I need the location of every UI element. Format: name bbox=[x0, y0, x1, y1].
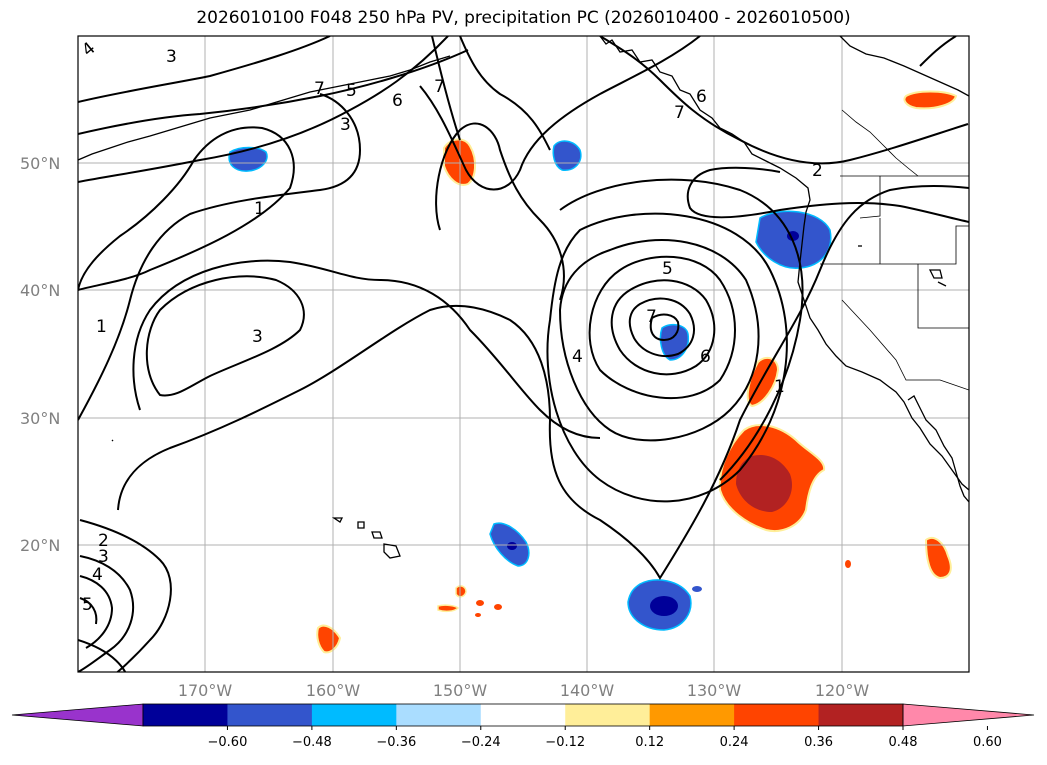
lon-label-120w: 120°W bbox=[815, 681, 870, 700]
lat-label-40: 40°N bbox=[20, 281, 60, 300]
longitude-labels: 170°W 160°W 150°W 140°W 130°W 120°W bbox=[178, 681, 870, 700]
colorbar-segment bbox=[227, 704, 313, 726]
contour-label: 3 bbox=[98, 547, 109, 567]
precip-patch bbox=[494, 604, 502, 610]
lat-label-50: 50°N bbox=[20, 154, 60, 173]
precip-patch bbox=[845, 560, 851, 568]
contour-label: 4 bbox=[572, 347, 583, 367]
precip-patch bbox=[507, 542, 517, 550]
contour-label: 4 bbox=[92, 565, 103, 585]
contour-label: 4 bbox=[78, 38, 99, 60]
lon-label-160w: 160°W bbox=[306, 681, 361, 700]
precip-patch bbox=[552, 140, 582, 171]
colorbar: −0.60 −0.48 −0.36 −0.24 −0.12 0.12 0.24 0.36 0.4… bbox=[11, 703, 1035, 750]
colorbar-segment bbox=[649, 704, 735, 726]
contour-label: 7 bbox=[646, 307, 657, 327]
lat-label-20: 20°N bbox=[20, 536, 60, 555]
colorbar-segment bbox=[396, 704, 482, 726]
precip-patch bbox=[650, 596, 678, 616]
contour-label: 3 bbox=[340, 115, 351, 135]
lon-label-150w: 150°W bbox=[433, 681, 488, 700]
precip-patch bbox=[736, 454, 792, 512]
colorbar-segment bbox=[565, 704, 651, 726]
colorbar-tick-label: −0.48 bbox=[292, 735, 332, 750]
pv-contours bbox=[78, 36, 969, 672]
lon-label-170w: 170°W bbox=[178, 681, 233, 700]
colorbar-tick-label: 0.36 bbox=[804, 735, 833, 750]
gridlines bbox=[78, 36, 969, 672]
precip-patch bbox=[228, 146, 268, 172]
precip-patch bbox=[475, 613, 481, 617]
precip-patches bbox=[228, 90, 958, 654]
pv-contour-labels: 4 3 7 5 6 7 3 6 7 1 3 2 5 1 7 6 4 4 3 1 … bbox=[78, 38, 823, 615]
contour-label: 2 bbox=[812, 161, 823, 181]
colorbar-tick-label: 0.60 bbox=[973, 735, 1002, 750]
lon-label-140w: 140°W bbox=[560, 681, 615, 700]
precip-patch bbox=[476, 600, 484, 606]
colorbar-tick-label: 0.24 bbox=[720, 735, 749, 750]
colorbar-extend-high bbox=[902, 703, 1035, 727]
contour-label: 7 bbox=[674, 103, 685, 123]
colorbar-segment bbox=[311, 704, 397, 726]
colorbar-frame bbox=[142, 703, 904, 727]
lon-label-130w: 130°W bbox=[687, 681, 742, 700]
precip-patch bbox=[455, 585, 467, 598]
contour-label: 7 bbox=[434, 77, 445, 97]
contour-label: 6 bbox=[696, 87, 707, 107]
latitude-labels: 50°N 40°N 30°N 20°N bbox=[20, 154, 60, 555]
contour-label: 3 bbox=[166, 47, 177, 67]
colorbar-extend-low bbox=[11, 703, 144, 727]
map-title: 2026010100 F048 250 hPa PV, precipitatio… bbox=[196, 8, 851, 28]
political-borders bbox=[820, 109, 969, 391]
contour-label: 5 bbox=[82, 595, 93, 615]
contour-label: 1 bbox=[96, 317, 107, 337]
colorbar-segment bbox=[818, 704, 904, 726]
precip-patch bbox=[316, 624, 342, 654]
coastlines bbox=[78, 36, 969, 559]
contour-label: 3 bbox=[252, 327, 263, 347]
contour-label: 2 bbox=[98, 531, 109, 551]
colorbar-tick-label: 0.48 bbox=[889, 735, 918, 750]
map-frame bbox=[77, 35, 970, 673]
colorbar-segment bbox=[734, 704, 820, 726]
colorbar-segment bbox=[143, 704, 228, 726]
precip-patch bbox=[692, 586, 702, 592]
contour-label: 6 bbox=[700, 347, 711, 367]
contour-label: 6 bbox=[392, 91, 403, 111]
precip-patch bbox=[924, 537, 952, 580]
precip-patch bbox=[903, 90, 958, 110]
lat-label-30: 30°N bbox=[20, 409, 60, 428]
colorbar-segment bbox=[480, 704, 566, 726]
contour-label: 1 bbox=[254, 199, 265, 219]
contour-label: 7 bbox=[314, 79, 325, 99]
colorbar-tick-label: −0.24 bbox=[461, 735, 501, 750]
precip-patch bbox=[746, 356, 780, 408]
colorbar-tick-label: −0.60 bbox=[208, 735, 248, 750]
map-plot-area: 4 3 7 5 6 7 3 6 7 1 3 2 5 1 7 6 4 4 3 1 … bbox=[78, 36, 969, 672]
contour-label: 1 bbox=[774, 377, 785, 397]
colorbar-tick-label: 0.12 bbox=[635, 735, 664, 750]
colorbar-tick-label: −0.36 bbox=[376, 735, 416, 750]
contour-label: 5 bbox=[662, 259, 673, 279]
contour-label: 5 bbox=[346, 81, 357, 101]
colorbar-tick-label: −0.12 bbox=[545, 735, 585, 750]
precip-patch bbox=[437, 604, 460, 613]
